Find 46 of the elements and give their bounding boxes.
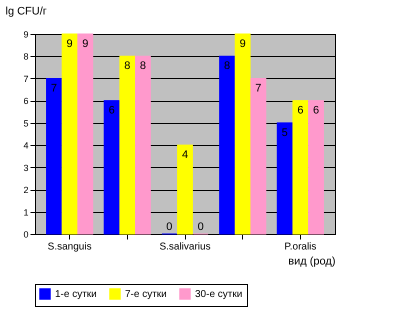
bar bbox=[276, 122, 293, 234]
bar bbox=[135, 56, 151, 234]
bar bbox=[177, 144, 193, 234]
data-label: 9 bbox=[66, 38, 73, 50]
x-axis-title: вид (род) bbox=[288, 256, 336, 268]
data-label: 5 bbox=[282, 126, 288, 139]
y-tick-label: 9 bbox=[23, 30, 28, 40]
y-tick-label: 8 bbox=[23, 52, 28, 62]
legend-label: 7-е сутки bbox=[125, 289, 167, 300]
data-label: 9 bbox=[82, 38, 88, 50]
data-label: 6 bbox=[312, 104, 320, 117]
y-tick-label: 6 bbox=[23, 96, 28, 106]
data-label: 8 bbox=[224, 60, 230, 72]
legend-label: 30-е сутки bbox=[195, 289, 242, 300]
bar bbox=[250, 78, 266, 234]
y-tick-label: 4 bbox=[23, 140, 28, 151]
y-tick-label: 3 bbox=[23, 162, 28, 173]
bar bbox=[77, 34, 94, 234]
data-label: 0 bbox=[166, 221, 172, 233]
data-label: 6 bbox=[297, 104, 304, 117]
bar bbox=[308, 100, 324, 234]
data-label: 8 bbox=[140, 60, 146, 72]
x-tick-label: S.salivarius bbox=[159, 242, 211, 252]
bar bbox=[219, 56, 235, 234]
bar bbox=[292, 100, 308, 234]
y-tick-label: 5 bbox=[23, 118, 28, 128]
y-tick-label: 2 bbox=[23, 185, 28, 196]
bar bbox=[62, 34, 78, 234]
x-tick-label: S.sanguis bbox=[48, 242, 92, 252]
x-tick-label: P.oralis bbox=[284, 242, 316, 252]
data-label: 6 bbox=[108, 104, 115, 117]
bar bbox=[104, 100, 120, 234]
data-label: 4 bbox=[182, 149, 188, 162]
y-axis-title: lg CFU/г bbox=[6, 6, 47, 18]
data-label: 8 bbox=[124, 60, 130, 72]
bar bbox=[119, 56, 136, 234]
y-tick-label: 0 bbox=[23, 230, 28, 240]
data-label: 7 bbox=[50, 82, 58, 94]
legend-label: 1-е сутки bbox=[55, 289, 97, 300]
y-tick-label: 7 bbox=[23, 74, 28, 84]
data-label: 0 bbox=[198, 221, 204, 233]
bar bbox=[234, 34, 251, 234]
data-label: 9 bbox=[240, 38, 246, 50]
data-label: 7 bbox=[255, 82, 262, 94]
bar bbox=[46, 78, 62, 234]
y-tick-label: 1 bbox=[23, 207, 28, 218]
